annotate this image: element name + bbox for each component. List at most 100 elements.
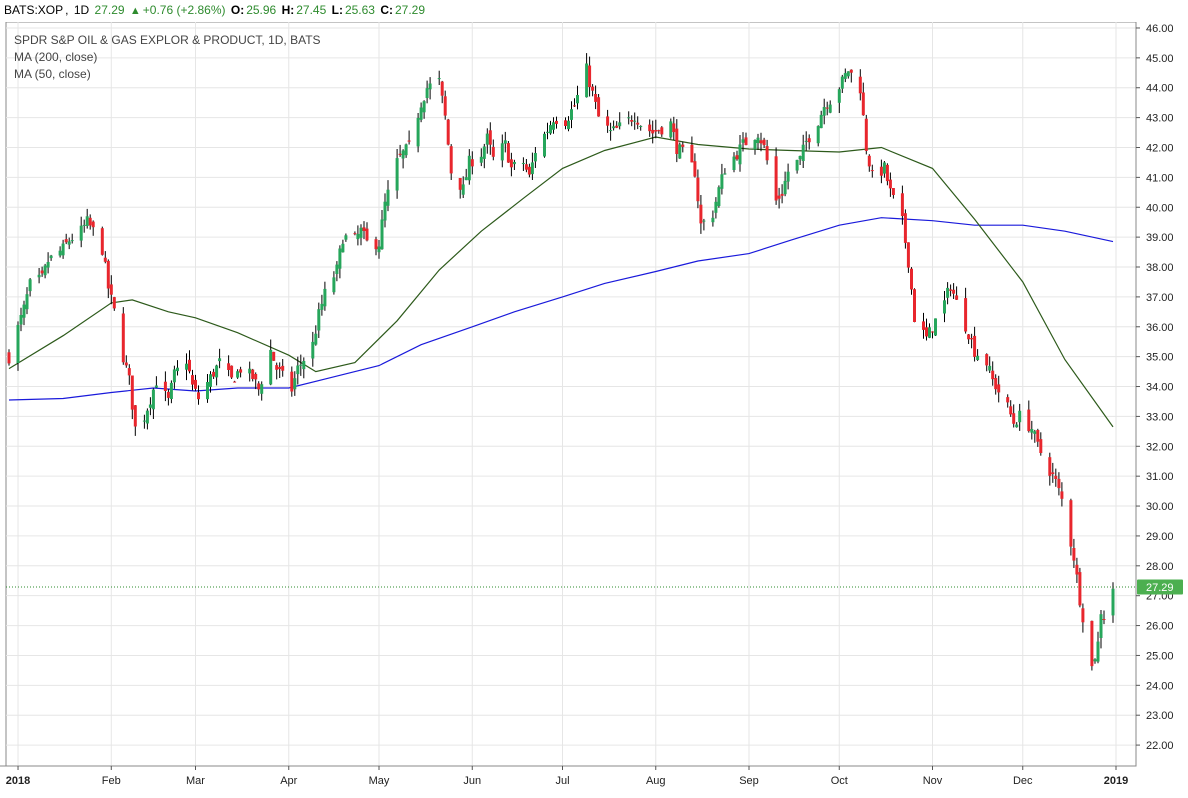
candle-up (380, 219, 384, 250)
candle-up (801, 144, 805, 161)
y-tick-label: 31.00 (1146, 471, 1174, 483)
price-chart[interactable]: 22.0023.0024.0025.0026.0027.0028.0029.00… (0, 22, 1188, 798)
x-tick-label: Mar (186, 775, 205, 787)
candle-down (353, 233, 357, 235)
candle-up (209, 374, 212, 387)
candle-down (985, 354, 989, 366)
candle-down (885, 164, 889, 182)
candle-up (148, 404, 152, 408)
low-label: L: (331, 3, 343, 17)
candle-down (1090, 620, 1094, 667)
candle-up (882, 162, 886, 174)
candle-up (176, 367, 179, 372)
candle-up (570, 109, 573, 120)
candle-up (151, 389, 155, 410)
candle-up (1030, 429, 1034, 433)
candle-down (91, 221, 95, 228)
candle-up (185, 363, 188, 370)
candle-down (660, 127, 664, 135)
candle-up (49, 255, 53, 259)
candle-up (928, 327, 931, 338)
candle-up (46, 262, 50, 268)
candle-down (212, 371, 216, 377)
candle-down (449, 146, 453, 174)
y-tick-label: 30.00 (1146, 501, 1174, 513)
candle-up (934, 318, 937, 336)
last-price-badge-bg (1137, 579, 1183, 595)
candle-down (891, 188, 895, 195)
candle-down (630, 120, 634, 122)
candle-down (991, 370, 995, 380)
last-price-badge-text: 27.29 (1146, 582, 1174, 594)
x-tick-label: Sep (739, 775, 759, 787)
y-axis[interactable]: 22.0023.0024.0025.0026.0027.0028.0029.00… (1135, 22, 1174, 766)
candle-down (446, 119, 450, 145)
candle-up (437, 78, 441, 80)
candle-down (239, 369, 243, 373)
candle-up (1093, 659, 1097, 662)
candle-down (1072, 548, 1076, 561)
candle-up (988, 365, 992, 371)
candle-down (100, 228, 104, 255)
x-tick-label: Dec (1013, 775, 1033, 787)
candle-down (588, 65, 592, 88)
candle-up (43, 265, 47, 276)
candle-down (606, 116, 610, 126)
candle-up (552, 122, 555, 130)
candle-down (955, 295, 959, 300)
ma200-line (8, 217, 1114, 401)
y-tick-label: 28.00 (1146, 561, 1174, 573)
candle-up (1099, 614, 1103, 638)
candle-up (846, 71, 850, 77)
candle-down (864, 118, 868, 151)
candle-down (735, 155, 739, 160)
x-tick-label: Nov (923, 775, 943, 787)
plot-area[interactable] (5, 22, 1137, 767)
x-tick-label: May (369, 775, 390, 787)
y-tick-label: 29.00 (1146, 531, 1174, 543)
candle-up (377, 246, 381, 253)
candle-up (633, 120, 637, 122)
candle-up (816, 126, 820, 144)
candle-up (82, 224, 86, 226)
candle-up (215, 365, 219, 378)
candle-down (127, 368, 131, 376)
candle-down (910, 268, 913, 290)
candle-down (967, 334, 971, 340)
legend-ma200[interactable]: MA (200, close) (14, 50, 97, 64)
candle-down (278, 367, 282, 369)
candle-down (1036, 430, 1040, 442)
candle-up (840, 76, 844, 89)
interval-label: 1D (73, 3, 90, 17)
x-axis[interactable]: 2018 Feb Mar Apr May Jun Jul Aug Sep Oct Nov Dec 201… (0, 765, 1136, 787)
candle-down (527, 166, 531, 175)
open-label: O: (230, 3, 245, 17)
candle-up (404, 144, 408, 156)
candle-down (949, 289, 953, 291)
grid (6, 22, 1136, 766)
candle-up (335, 264, 339, 274)
change-value: +0.76 (+2.86%) (142, 3, 226, 17)
candle-up (678, 144, 682, 159)
candle-up (546, 131, 549, 133)
candle-up (416, 117, 420, 147)
candle-down (251, 369, 255, 379)
candle-up (609, 130, 613, 132)
candle-up (260, 384, 264, 394)
candle-up (37, 274, 41, 278)
candle-up (753, 140, 757, 150)
candle-down (762, 139, 766, 146)
y-tick-label: 35.00 (1146, 352, 1174, 364)
candle-down (888, 179, 892, 189)
candle-down (765, 146, 769, 161)
candle-up (419, 107, 423, 120)
candle-up (79, 225, 83, 241)
y-tick-label: 44.00 (1146, 83, 1174, 95)
candle-up (720, 174, 724, 189)
candle-down (922, 321, 925, 330)
candle-down (272, 351, 276, 361)
candle-down (825, 107, 829, 109)
price-header: BATS:XOP, 1D 27.29 ▲ +0.76 (+2.86%) O: 25.… (4, 3, 426, 17)
legend-ma50[interactable]: MA (50, close) (14, 67, 91, 81)
candle-down (690, 144, 694, 163)
